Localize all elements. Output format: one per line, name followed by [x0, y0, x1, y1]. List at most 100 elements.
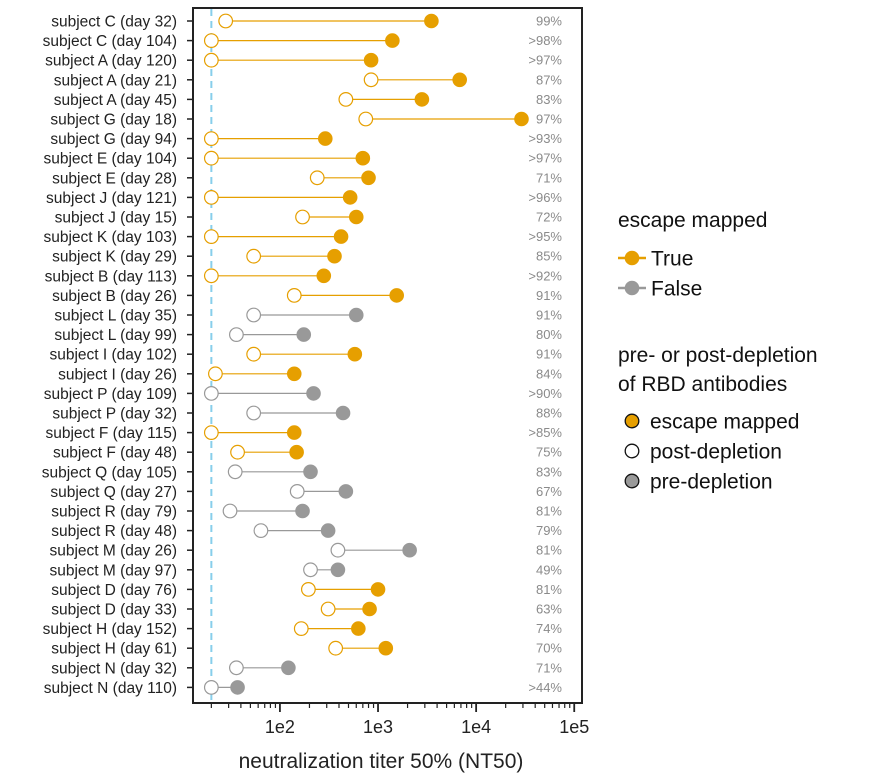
legend: escape mapped True False pre- or post-deple… [618, 209, 818, 494]
pre-depletion-point [424, 13, 439, 29]
y-tick-label: subject K (day 103) [43, 229, 177, 246]
percent-label: >95% [528, 229, 562, 244]
pre-depletion-point [363, 52, 379, 68]
percent-label: 49% [536, 562, 562, 577]
post-depletion-point [338, 91, 354, 107]
pre-depletion-point [514, 111, 529, 127]
y-tick-label: subject C (day 32) [51, 14, 177, 31]
legend-entry-label: escape mapped [650, 411, 799, 434]
post-depletion-point [358, 111, 374, 127]
pre-depletion-point [289, 444, 304, 460]
percent-label: 72% [536, 210, 562, 225]
y-tick-label: subject J (day 121) [46, 190, 177, 207]
data-row: subject R (day 48) 79% [51, 523, 562, 540]
x-tick-label: 1e4 [461, 717, 491, 737]
post-depletion-point [208, 366, 223, 382]
data-row: subject E (day 104) >97% [43, 151, 562, 168]
legend-circle-marker [624, 413, 640, 429]
data-row: subject A (day 45) 83% [54, 92, 563, 109]
y-tick-label: subject I (day 26) [58, 366, 177, 383]
data-row: subject B (day 113) >92% [45, 268, 563, 285]
data-row: subject L (day 35) 91% [54, 308, 562, 325]
data-row: subject M (day 97) 49% [50, 562, 563, 579]
post-depletion-point [328, 640, 344, 656]
percent-label: >85% [528, 425, 562, 440]
pre-depletion-point [355, 150, 371, 166]
y-tick-label: subject D (day 33) [51, 602, 177, 619]
legend-entry-label: True [651, 248, 693, 271]
percent-label: >44% [528, 680, 562, 695]
post-depletion-point [218, 13, 234, 29]
pre-depletion-point [351, 621, 366, 636]
y-tick-label: subject A (day 21) [54, 72, 177, 89]
data-row: subject D (day 33) 63% [51, 602, 562, 619]
pre-depletion-point [452, 72, 467, 88]
y-tick-label: subject E (day 28) [52, 170, 177, 187]
pre-depletion-point [333, 229, 349, 244]
data-row: subject F (day 48) 75% [53, 445, 562, 462]
data-row: subject N (day 110) >44% [44, 680, 563, 697]
y-tick-label: subject N (day 32) [51, 660, 177, 677]
y-tick-label: subject J (day 15) [55, 210, 177, 227]
percent-label: 81% [536, 582, 562, 597]
percent-label: 84% [536, 366, 562, 381]
post-depletion-point [203, 268, 219, 284]
percent-label: >98% [528, 33, 562, 48]
x-axis-label: neutralization titer 50% (NT50) [239, 750, 524, 773]
pre-depletion-point [316, 268, 332, 284]
y-tick-label: subject K (day 29) [52, 249, 177, 266]
data-row: subject K (day 103) >95% [43, 229, 562, 246]
pre-depletion-point [330, 562, 346, 578]
post-depletion-point [309, 170, 325, 186]
y-tick-label: subject L (day 99) [54, 327, 177, 344]
percent-label: 83% [536, 92, 562, 107]
y-tick-label: subject I (day 102) [49, 347, 177, 364]
pre-depletion-point [348, 307, 364, 323]
pre-depletion-point [370, 582, 386, 597]
y-tick-label: subject N (day 110) [44, 680, 177, 697]
x-tick-label: 1e3 [363, 717, 393, 737]
post-depletion-point [363, 72, 379, 88]
percent-label: 71% [536, 660, 562, 675]
legend-title-escape: escape mapped [618, 209, 767, 232]
percent-label: 91% [536, 347, 562, 362]
pre-depletion-point [389, 288, 404, 303]
post-depletion-point [295, 209, 310, 225]
post-depletion-point [203, 229, 219, 245]
pre-depletion-point [362, 601, 377, 617]
percent-label: >96% [528, 190, 562, 205]
post-depletion-point [230, 444, 245, 460]
y-tick-label: subject R (day 79) [51, 504, 177, 521]
axes-frame [192, 7, 583, 704]
post-depletion-point [303, 562, 318, 578]
percent-label: 99% [536, 14, 562, 29]
percent-label: 85% [536, 249, 562, 264]
data-row: subject C (day 32) 99% [51, 14, 562, 31]
data-row: subject D (day 76) 81% [51, 582, 562, 599]
y-tick-label: subject A (day 120) [45, 53, 177, 70]
pre-depletion-point [317, 131, 333, 146]
pre-depletion-point [296, 327, 312, 342]
percent-label: 81% [536, 543, 562, 558]
post-depletion-point [203, 189, 219, 205]
percent-label: 83% [536, 464, 562, 479]
pre-depletion-point [320, 523, 336, 538]
post-depletion-point [203, 680, 219, 695]
legend-dot-marker [624, 250, 640, 266]
legend-circle-marker [624, 443, 640, 459]
y-tick-label: subject F (day 115) [45, 425, 177, 442]
post-depletion-point [253, 523, 269, 538]
percent-label: >92% [528, 268, 562, 283]
legend-entry-label: post-depletion [650, 441, 782, 464]
legend-entry-label: False [651, 278, 702, 301]
data-row: subject A (day 21) 87% [54, 72, 563, 89]
data-row: subject M (day 26) 81% [50, 543, 563, 560]
y-tick-label: subject B (day 113) [45, 268, 177, 285]
data-row: subject J (day 15) 72% [55, 210, 563, 227]
percent-label: 88% [536, 406, 562, 421]
post-depletion-point [246, 346, 262, 362]
y-tick-label: subject R (day 48) [51, 523, 177, 540]
y-tick-label: subject M (day 26) [50, 543, 178, 560]
y-tick-label: subject A (day 45) [54, 92, 177, 109]
